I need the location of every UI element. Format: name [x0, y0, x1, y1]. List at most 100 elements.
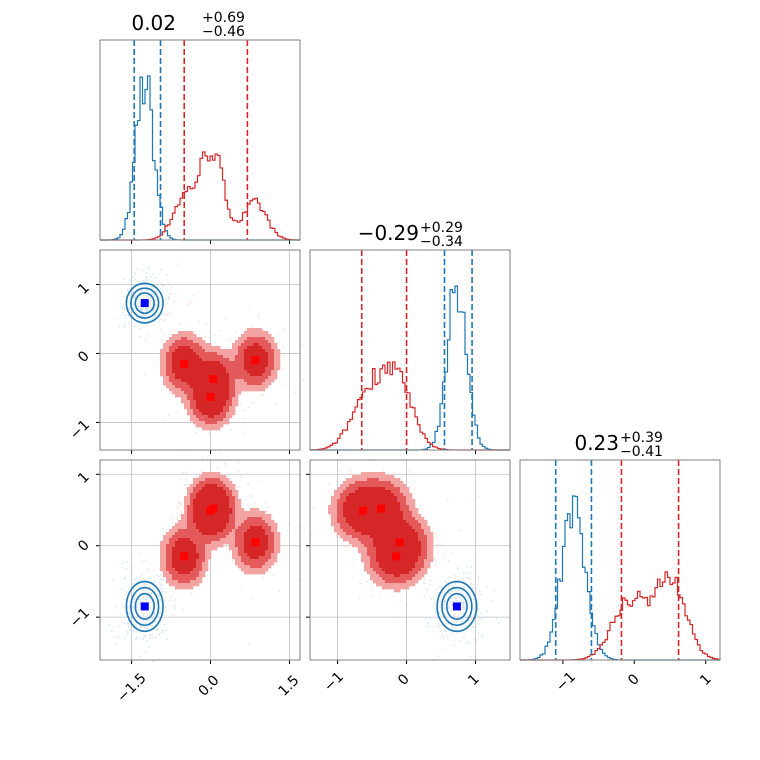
panel-3-2-red-density-63-114	[373, 574, 377, 578]
panel-3-2-sample-blue-255	[438, 626, 440, 629]
panel-3-1-red-density-156-66	[256, 526, 260, 530]
panel-2-1-red-density-63-120	[163, 370, 167, 374]
panel-3-1-sample-red-100	[248, 643, 251, 646]
panel-3-2-red-density-96-87	[406, 547, 410, 551]
panel-2-1-red-density-111-156	[211, 406, 215, 410]
panel-3-2-red-density-108-69	[418, 529, 422, 533]
panel-2-1-red-density-66-135	[166, 385, 170, 389]
panel-3-2-red-density-54-81	[364, 541, 368, 545]
panel-3-2-red-density-51-90	[361, 550, 365, 554]
panel-3-2-red-density-51-21	[361, 481, 365, 485]
panel-3-2-red-density-72-12	[382, 472, 386, 476]
panel-3-2-sample-blue-191	[442, 647, 444, 650]
panel-3-2-sample-blue-122	[463, 586, 465, 588]
panel-3-1-red-density-141-72	[241, 532, 245, 536]
panel-3-2-sample-blue-57	[470, 566, 472, 569]
panel-2-1-sample-blue-252	[129, 279, 132, 281]
panel-2-1-red-density-141-120	[241, 370, 245, 374]
panel-3-1-sample-red-302	[180, 503, 182, 506]
panel-2-1-red-density-93-99	[193, 349, 197, 353]
panel-3-2-red-density-18-51	[328, 511, 332, 515]
panel-3-2-red-density-81-111	[391, 571, 395, 575]
panel-3-2-red-density-63-66	[373, 526, 377, 530]
panel-2-1-red-density-117-108	[217, 358, 221, 362]
panel-3-1-red-density-150-75	[250, 535, 254, 539]
panel-3-1-red-density-108-63	[208, 523, 212, 527]
panel-3-2-red-density-114-108	[424, 568, 428, 572]
panel-3-1-red-density-102-114	[202, 574, 206, 578]
panel-3-1-red-density-96-30	[196, 490, 200, 494]
panel-3-1-red-density-120-51	[220, 511, 224, 515]
panel-3-2-red-density-33-57	[343, 517, 347, 521]
panel-3-2-red-density-84-57	[394, 517, 398, 521]
panel-3-1-red-density-69-99	[169, 559, 173, 563]
panel-3-2-sample-blue-257	[435, 560, 437, 563]
panel-2-1-red-density-102-105	[202, 355, 206, 359]
panel-2-1-sample-blue-11	[131, 303, 134, 306]
panel-2-1-red-density-126-147	[226, 397, 230, 401]
panel-3-1-red-density-96-60	[196, 520, 200, 524]
panel-3-2-red-density-36-78	[346, 538, 350, 542]
panel-3-2-red-density-87-45	[397, 505, 401, 509]
panel-3-2-red-density-72-123	[382, 583, 386, 587]
panel-3-2-red-density-72-30	[382, 490, 386, 494]
panel-3-1-red-density-117-21	[217, 481, 221, 485]
panel-3-1-red-density-93-123	[193, 583, 197, 587]
panel-3-1-red-density-78-81	[178, 541, 182, 545]
panel-3-2-red-density-87-117	[397, 577, 401, 581]
panel-3-1-red-density-99-66	[199, 526, 203, 530]
panel-2-1-sample-red-120	[230, 428, 233, 431]
panel-3-2-sample-red-244	[476, 495, 479, 498]
panel-3-2-red-density-84-108	[394, 568, 398, 572]
panel-3-1-red-density-156-63	[256, 523, 260, 527]
panel-3-2-red-density-48-78	[358, 538, 362, 542]
panel-3-1-red-density-159-66	[259, 526, 263, 530]
panel-3-1-sample-blue-66	[159, 598, 162, 601]
panel-3-1-red-density-93-69	[193, 529, 197, 533]
panel-3-1-sample-blue-211	[156, 628, 159, 631]
panel-1-1-bg	[100, 40, 300, 240]
panel-3-1-red-density-93-111	[193, 571, 197, 575]
panel-3-1-red-density-123-42	[223, 502, 227, 506]
panel-3-2-red-density-69-78	[379, 538, 383, 542]
panel-3-1-sample-blue-240	[145, 598, 148, 601]
panel-2-1-red-density-90-87	[190, 337, 194, 341]
panel-2-1-red-density-78-96	[178, 346, 182, 350]
panel-3-1-sample-blue-234	[124, 577, 127, 580]
panel-2-1-red-density-126-99	[226, 349, 230, 353]
panel-3-2-red-density-54-12	[364, 472, 368, 476]
panel-3-2-red-density-33-51	[343, 511, 347, 515]
panel-3-2-sample-red-292	[435, 532, 437, 535]
panel-3-1-red-density-111-27	[211, 487, 215, 491]
panel-2-1-red-density-138-99	[238, 349, 242, 353]
panel-2-1-red-density-108-171	[208, 421, 212, 425]
panel-2-1-red-density-105-174	[205, 424, 209, 428]
panel-3-1-red-density-120-30	[220, 490, 224, 494]
panel-3-2-red-density-72-51	[382, 511, 386, 515]
panel-3-2-red-density-54-99	[364, 559, 368, 563]
panel-3-1-red-density-96-120	[196, 580, 200, 584]
panel-3-2-red-density-105-57	[415, 517, 419, 521]
panel-3-1-red-density-144-57	[244, 517, 248, 521]
panel-3-2-red-density-102-93	[412, 553, 416, 557]
panel-2-1-red-density-90-105	[190, 355, 194, 359]
panel-3-2-red-density-69-75	[379, 535, 383, 539]
panel-2-1-red-density-87-144	[187, 394, 191, 398]
panel-3-2-red-density-42-15	[352, 475, 356, 479]
panel-3-1-red-density-156-51	[256, 511, 260, 515]
panel-3-1-red-density-162-102	[262, 562, 266, 566]
panel-3-1-sample-blue-53	[154, 590, 157, 593]
panel-3-1-sample-red-154	[202, 457, 204, 460]
panel-3-1-red-density-72-87	[172, 547, 176, 551]
panel-2-1-red-density-99-150	[199, 400, 203, 404]
panel-2-1-sample-red-85	[188, 419, 191, 422]
panel-2-1-sample-blue-164	[132, 291, 135, 293]
panel-3-2-sample-blue-171	[424, 617, 427, 620]
panel-3-2-red-density-93-108	[403, 568, 407, 572]
panel-3-2-red-density-93-72	[403, 532, 407, 536]
panel-2-1-red-density-120-105	[220, 355, 224, 359]
panel-3-1-red-density-111-15	[211, 475, 215, 479]
panel-3-1-red-density-102-78	[202, 538, 206, 542]
panel-3-1-red-density-78-114	[178, 574, 182, 578]
panel-3-1-red-density-84-81	[184, 541, 188, 545]
